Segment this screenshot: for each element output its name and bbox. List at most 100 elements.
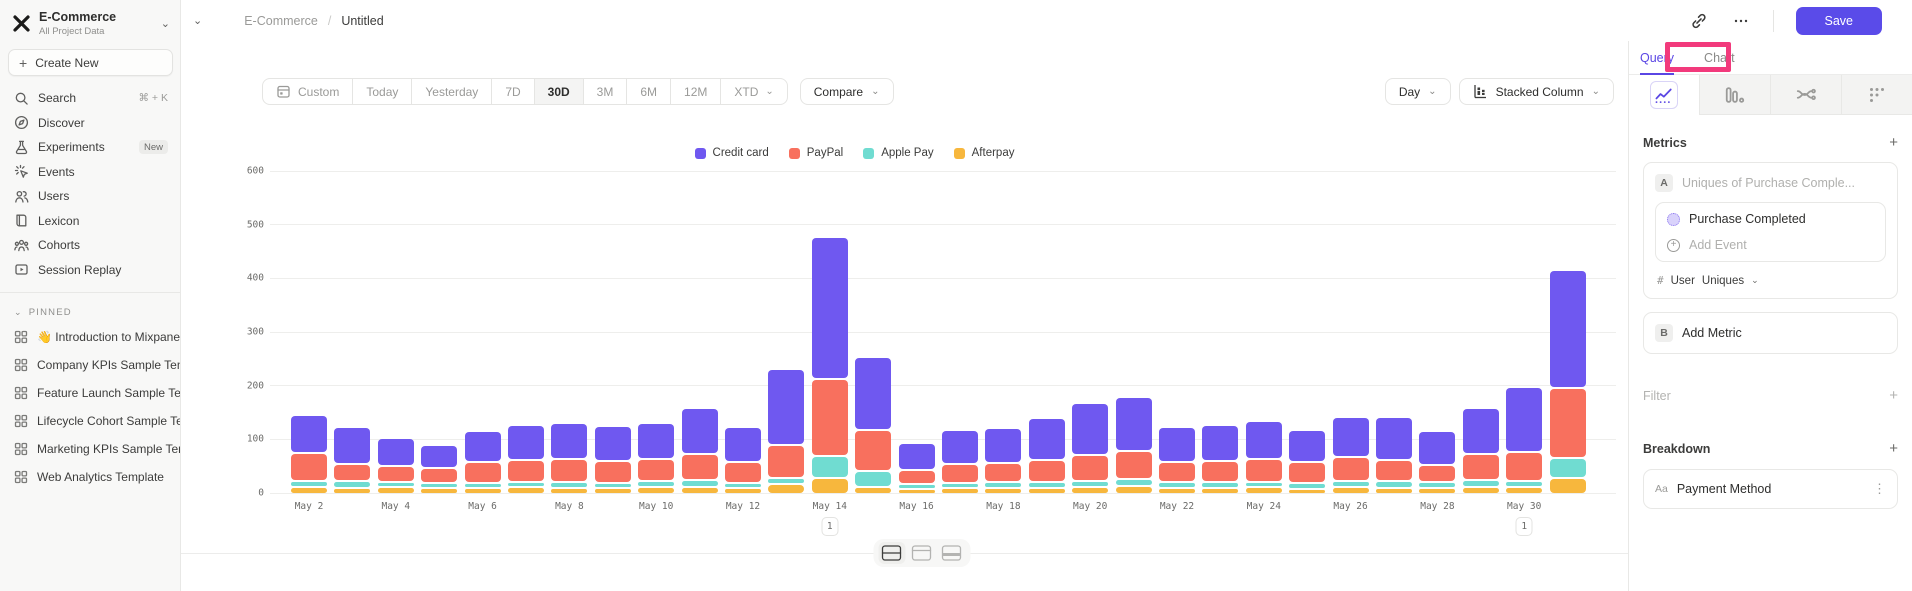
sidebar-item-events[interactable]: Events — [0, 160, 180, 185]
pinned-board-item[interactable]: Web Analytics Template — [0, 463, 180, 491]
bar-segment-apple-pay[interactable] — [1202, 483, 1239, 488]
bar-segment-afterpay[interactable] — [1506, 488, 1543, 493]
bar-segment-afterpay[interactable] — [1245, 488, 1282, 493]
breadcrumb-project[interactable]: E-Commerce — [244, 13, 318, 28]
bar-segment-credit-card[interactable] — [1159, 427, 1195, 461]
bar-segment-apple-pay[interactable] — [1376, 482, 1412, 488]
bar-segment-paypal[interactable] — [1115, 451, 1152, 479]
range-3m[interactable]: 3M — [584, 79, 628, 104]
bar-segment-credit-card[interactable] — [985, 429, 1022, 462]
bar-segment-apple-pay[interactable] — [638, 482, 675, 487]
bar-segment-apple-pay[interactable] — [291, 482, 327, 486]
bar-may-16[interactable] — [898, 443, 935, 493]
add-metric-plus-icon[interactable]: + — [1889, 134, 1898, 151]
sidebar-item-discover[interactable]: Discover — [0, 111, 180, 136]
bar-segment-credit-card[interactable] — [594, 427, 631, 461]
bar-segment-paypal[interactable] — [291, 454, 327, 481]
sidebar-item-search[interactable]: Search ⌘ + K — [0, 86, 180, 111]
bar-may-6[interactable] — [464, 431, 501, 493]
bar-segment-afterpay[interactable] — [1462, 487, 1499, 493]
bar-segment-apple-pay[interactable] — [1419, 483, 1456, 487]
bar-segment-credit-card[interactable] — [638, 423, 675, 459]
bar-segment-afterpay[interactable] — [1549, 478, 1586, 493]
bar-segment-apple-pay[interactable] — [1159, 483, 1195, 487]
bar-segment-paypal[interactable] — [1462, 455, 1499, 480]
bar-segment-paypal[interactable] — [768, 445, 805, 478]
bar-segment-afterpay[interactable] — [768, 484, 805, 493]
breakdown-item-payment-method[interactable]: Aa Payment Method ⋮ — [1643, 469, 1898, 509]
bar-segment-apple-pay[interactable] — [985, 483, 1022, 488]
range-yesterday[interactable]: Yesterday — [412, 79, 493, 104]
bar-segment-credit-card[interactable] — [855, 358, 892, 430]
bar-segment-paypal[interactable] — [508, 461, 544, 481]
bar-segment-afterpay[interactable] — [1202, 489, 1239, 493]
metric-name-input[interactable]: Uniques of Purchase Comple... — [1682, 176, 1856, 190]
granularity-button[interactable]: Day ⌄ — [1384, 78, 1451, 105]
bar-segment-credit-card[interactable] — [1332, 417, 1369, 457]
tab-query[interactable]: Query — [1640, 41, 1675, 75]
bar-segment-apple-pay[interactable] — [1028, 483, 1065, 487]
bar-segment-paypal[interactable] — [334, 464, 371, 481]
bar-segment-afterpay[interactable] — [1072, 488, 1109, 493]
bar-segment-paypal[interactable] — [464, 463, 501, 483]
range-6m[interactable]: 6M — [627, 79, 672, 104]
report-type-retention-dots[interactable] — [1842, 75, 1912, 115]
pinned-board-item[interactable]: Lifecycle Cohort Sample Temp — [0, 407, 180, 435]
bar-segment-paypal[interactable] — [421, 468, 458, 483]
breadcrumb-report-title[interactable]: Untitled — [341, 13, 384, 28]
bar-segment-afterpay[interactable] — [1159, 488, 1195, 493]
bar-segment-credit-card[interactable] — [291, 415, 327, 453]
pinned-board-item[interactable]: 👋 Introduction to Mixpanel Bo — [0, 323, 180, 351]
bar-segment-credit-card[interactable] — [1072, 404, 1109, 455]
bar-may-25[interactable] — [1289, 430, 1326, 493]
bar-segment-apple-pay[interactable] — [681, 481, 718, 486]
bar-segment-afterpay[interactable] — [681, 487, 718, 493]
bar-segment-apple-pay[interactable] — [1115, 480, 1152, 486]
bar-may-31[interactable] — [1549, 270, 1586, 493]
bar-may-29[interactable] — [1462, 409, 1499, 493]
bar-segment-apple-pay[interactable] — [1289, 484, 1326, 488]
sidebar-item-users[interactable]: Users — [0, 184, 180, 209]
bar-segment-apple-pay[interactable] — [942, 484, 978, 488]
layout-option[interactable] — [938, 542, 965, 564]
bar-segment-afterpay[interactable] — [1376, 489, 1412, 493]
bar-segment-credit-card[interactable] — [942, 430, 978, 463]
bar-segment-credit-card[interactable] — [681, 409, 718, 454]
bar-segment-apple-pay[interactable] — [1072, 482, 1109, 487]
bar-segment-afterpay[interactable] — [1115, 487, 1152, 493]
annotation-count-badge[interactable]: 1 — [1515, 517, 1533, 536]
chart-type-button[interactable]: Stacked Column ⌄ — [1458, 78, 1614, 105]
aggregation-selector[interactable]: # User Uniques ⌄ — [1657, 274, 1759, 287]
bar-may-21[interactable] — [1115, 397, 1152, 493]
bar-segment-credit-card[interactable] — [1549, 270, 1586, 388]
bar-segment-apple-pay[interactable] — [1549, 459, 1586, 477]
bar-segment-credit-card[interactable] — [508, 425, 544, 460]
bar-segment-credit-card[interactable] — [1202, 425, 1239, 460]
layout-option[interactable] — [878, 542, 905, 564]
metric-card-a[interactable]: A Uniques of Purchase Comple... Purchase… — [1643, 162, 1898, 299]
bar-segment-paypal[interactable] — [1376, 460, 1412, 481]
range-30d[interactable]: 30D — [534, 79, 584, 104]
bar-segment-apple-pay[interactable] — [1506, 482, 1543, 487]
bar-may-18[interactable] — [985, 429, 1022, 493]
add-filter-plus-icon[interactable]: + — [1889, 387, 1898, 404]
sidebar-item-lexicon[interactable]: Lexicon — [0, 209, 180, 234]
bar-may-2[interactable] — [291, 415, 327, 493]
pinned-board-item[interactable]: Feature Launch Sample Templa — [0, 379, 180, 407]
bar-segment-apple-pay[interactable] — [898, 485, 935, 488]
legend-item-paypal[interactable]: PayPal — [788, 147, 843, 159]
bar-segment-credit-card[interactable] — [334, 427, 371, 463]
bar-segment-afterpay[interactable] — [594, 489, 631, 493]
range-7d[interactable]: 7D — [492, 79, 535, 104]
bar-segment-apple-pay[interactable] — [421, 484, 458, 488]
bar-segment-credit-card[interactable] — [464, 431, 501, 462]
bar-may-22[interactable] — [1159, 427, 1195, 493]
bar-segment-credit-card[interactable] — [1462, 409, 1499, 454]
bar-may-30[interactable] — [1506, 388, 1543, 493]
create-new-button[interactable]: + Create New — [8, 49, 173, 76]
bar-segment-credit-card[interactable] — [725, 427, 761, 462]
bar-segment-credit-card[interactable] — [1115, 397, 1152, 450]
bar-segment-afterpay[interactable] — [334, 488, 371, 493]
legend-item-credit-card[interactable]: Credit card — [694, 147, 769, 159]
bar-may-28[interactable] — [1419, 431, 1456, 493]
